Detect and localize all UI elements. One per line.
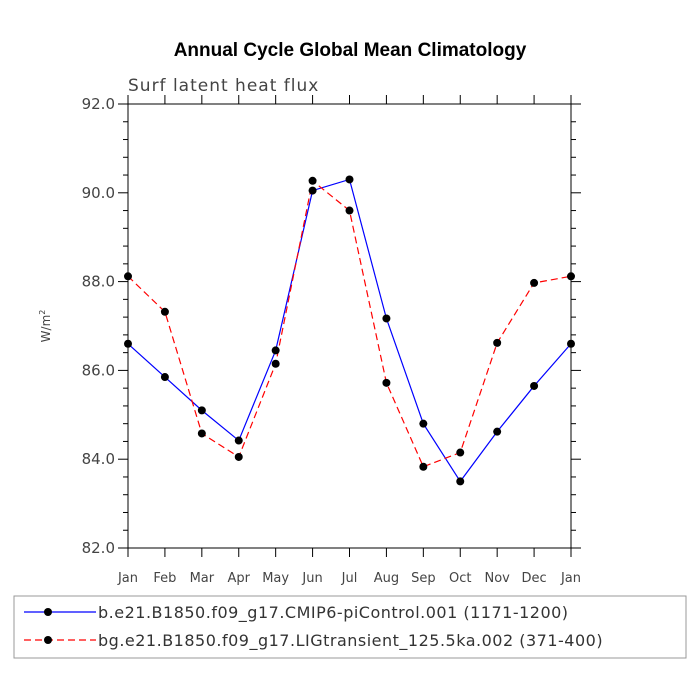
y-tick-label: 86.0 — [82, 361, 115, 379]
y-axis-label-unit: W/m — [39, 315, 53, 343]
series-line-1 — [127, 179, 572, 468]
x-tick-label: Jan — [117, 571, 138, 586]
series-1-point — [419, 462, 428, 471]
series-1-point — [234, 452, 243, 461]
series-1-point — [124, 272, 132, 281]
series-1-point — [308, 176, 317, 185]
series-1-point — [160, 307, 169, 316]
plot-frame — [127, 103, 572, 549]
legend: b.e21.B1850.f09_g17.CMIP6-piControl.001 … — [24, 603, 603, 651]
series-1-point — [493, 338, 502, 347]
chart-title: Annual Cycle Global Mean Climatology — [174, 40, 527, 61]
series-lines — [127, 178, 572, 483]
series-0-point — [234, 436, 243, 445]
series-0-point — [197, 406, 206, 415]
x-tick-label: Mar — [190, 571, 215, 586]
y-tick-label: 84.0 — [82, 450, 115, 468]
legend-marker-0 — [44, 608, 52, 616]
legend-marker-1 — [44, 636, 52, 644]
series-0-point — [124, 339, 132, 348]
series-0-point — [530, 381, 539, 390]
x-tick-label: Apr — [228, 571, 251, 586]
series-0-point — [567, 339, 575, 348]
series-0-point — [382, 314, 391, 323]
series-0-point — [160, 373, 169, 382]
axis-ticks — [118, 95, 581, 557]
series-0-point — [308, 186, 317, 195]
x-tick-label: May — [262, 571, 289, 586]
series-1-point — [197, 429, 206, 438]
y-tick-label: 82.0 — [82, 539, 115, 557]
y-tick-label: 92.0 — [82, 95, 115, 113]
y-axis-label-sup: 2 — [38, 310, 47, 315]
x-tick-label: Sep — [411, 571, 436, 586]
x-tick-label: Nov — [484, 571, 510, 586]
legend-label-1: bg.e21.B1850.f09_g17.LIGtransient_125.5k… — [98, 631, 603, 651]
x-tick-label: Aug — [374, 571, 399, 586]
y-axis-label: W/m2 — [38, 310, 53, 343]
series-0-point — [419, 419, 428, 428]
x-tick-label: Oct — [449, 571, 471, 586]
y-tick-label: 90.0 — [82, 184, 115, 202]
legend-label-0: b.e21.B1850.f09_g17.CMIP6-piControl.001 … — [98, 603, 569, 623]
series-0-point — [493, 427, 502, 436]
series-1-point — [271, 359, 280, 368]
series-1-point — [382, 378, 391, 387]
x-tick-label: Jul — [341, 571, 358, 586]
series-1-point — [456, 448, 465, 457]
x-tick-label: Jun — [301, 571, 322, 586]
series-0-point — [456, 477, 465, 486]
series-1-point — [567, 272, 575, 281]
series-1-point — [345, 206, 354, 215]
series-0-point — [271, 346, 280, 355]
chart-subtitle: Surf latent heat flux — [128, 76, 319, 96]
series-0-point — [345, 175, 354, 184]
legend-box — [13, 595, 687, 659]
series-1-point — [530, 278, 539, 287]
x-tick-label: Jan — [560, 571, 581, 586]
x-tick-label: Feb — [153, 571, 176, 586]
x-tick-labels: Jan Feb Mar Apr May Jun Jul Aug Sep Oct Nov Dec Jan — [117, 571, 581, 586]
y-tick-labels: 82.0 84.0 86.0 88.0 90.0 92.0 — [82, 95, 115, 557]
x-tick-label: Dec — [522, 571, 547, 586]
series-points — [124, 175, 575, 486]
y-tick-label: 88.0 — [82, 273, 115, 291]
